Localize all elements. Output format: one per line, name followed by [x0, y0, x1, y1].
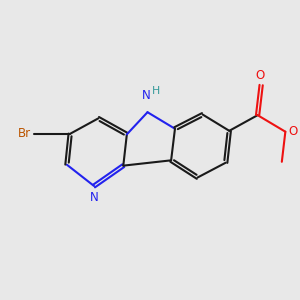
- Text: O: O: [255, 69, 264, 82]
- Text: N: N: [90, 191, 98, 204]
- Text: Br: Br: [18, 127, 32, 140]
- Text: N: N: [142, 89, 150, 102]
- Text: H: H: [152, 86, 160, 96]
- Text: O: O: [288, 125, 298, 138]
